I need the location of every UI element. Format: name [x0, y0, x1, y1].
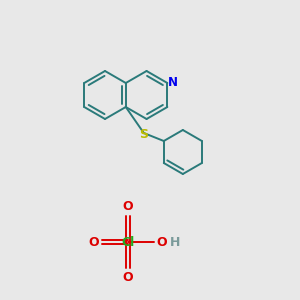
- Text: O: O: [123, 271, 133, 284]
- Text: H: H: [170, 236, 180, 248]
- Text: O: O: [123, 200, 133, 213]
- Text: O: O: [88, 236, 99, 248]
- Text: N: N: [168, 76, 178, 89]
- Text: O: O: [156, 236, 166, 248]
- Text: S: S: [139, 128, 148, 140]
- Text: Cl: Cl: [122, 236, 135, 250]
